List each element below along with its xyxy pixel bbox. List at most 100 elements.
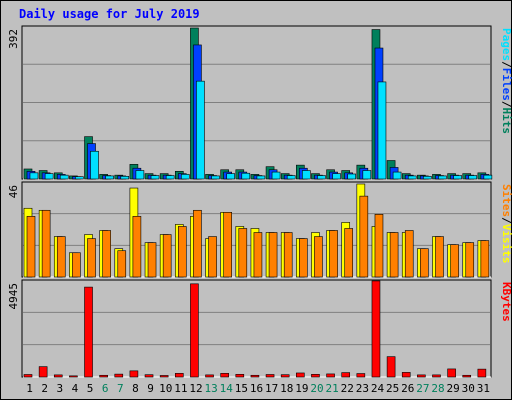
- bar-kbytes-day-29: [447, 368, 456, 378]
- x-label-day-8: 8: [132, 382, 139, 395]
- x-label-day-11: 11: [174, 382, 187, 395]
- x-label-day-3: 3: [57, 382, 64, 395]
- x-label-day-20: 20: [310, 382, 323, 395]
- bar-kbytes-day-11: [174, 373, 184, 378]
- bar-sites-day-21: [329, 230, 338, 278]
- bar-pages-day-20: [317, 175, 326, 180]
- bar-pages-day-4: [75, 176, 84, 180]
- bar-kbytes-day-3: [53, 374, 63, 378]
- bar-kbytes-day-6: [99, 374, 108, 378]
- bar-kbytes-day-15: [235, 374, 245, 378]
- bar-sites-day-24: [374, 214, 384, 278]
- bar-kbytes-day-9: [144, 374, 154, 378]
- legend-pages: Pages: [500, 28, 512, 61]
- bar-kbytes-day-26: [401, 372, 411, 378]
- x-label-day-15: 15: [235, 382, 248, 395]
- bar-pages-day-11: [180, 174, 190, 180]
- bar-sites-day-4: [72, 252, 81, 278]
- x-label-day-23: 23: [356, 382, 369, 395]
- bar-kbytes-day-16: [250, 374, 260, 378]
- legend-separator: /: [500, 61, 512, 68]
- bar-pages-day-26: [407, 175, 417, 180]
- x-label-day-18: 18: [280, 382, 293, 395]
- bar-sites-day-7: [117, 250, 127, 278]
- x-label-day-17: 17: [265, 382, 278, 395]
- chart-title: Daily usage for July 2019: [19, 7, 200, 21]
- bar-pages-day-6: [105, 175, 114, 180]
- bar-kbytes-day-10: [159, 375, 169, 378]
- legend-1: Pages/Files/Hits: [500, 28, 512, 134]
- x-label-day-1: 1: [26, 382, 33, 395]
- bar-sites-day-9: [147, 242, 157, 278]
- bar-kbytes-day-24: [371, 280, 381, 378]
- bar-pages-day-8: [135, 170, 145, 180]
- bar-pages-day-5: [90, 150, 99, 180]
- bar-sites-day-31: [480, 240, 490, 278]
- legend-sites: Sites: [500, 184, 512, 217]
- bar-sites-day-30: [465, 242, 475, 278]
- bar-pages-day-25: [392, 171, 402, 180]
- bar-kbytes-day-25: [386, 356, 396, 378]
- x-label-day-25: 25: [386, 382, 399, 395]
- bar-pages-day-14: [226, 173, 235, 180]
- bar-pages-day-28: [438, 175, 447, 180]
- x-label-day-22: 22: [341, 382, 354, 395]
- bar-kbytes-day-13: [205, 374, 214, 378]
- legend-visits: Visits: [500, 224, 512, 264]
- bar-sites-day-20: [314, 236, 323, 278]
- bar-pages-day-7: [120, 176, 130, 180]
- bar-kbytes-day-14: [220, 373, 229, 378]
- bar-pages-day-15: [241, 172, 251, 180]
- bar-sites-day-23: [359, 195, 369, 278]
- x-label-day-16: 16: [250, 382, 263, 395]
- bar-sites-day-3: [56, 236, 66, 278]
- x-label-day-21: 21: [326, 382, 339, 395]
- bar-kbytes-day-17: [265, 374, 275, 378]
- x-label-day-7: 7: [117, 382, 124, 395]
- bar-sites-day-6: [102, 230, 111, 278]
- y-max-label: 4945: [7, 283, 20, 310]
- x-label-day-31: 31: [477, 382, 490, 395]
- bar-kbytes-day-30: [462, 374, 472, 378]
- bar-sites-day-5: [87, 238, 96, 278]
- x-label-day-2: 2: [41, 382, 48, 395]
- bar-sites-day-27: [420, 248, 429, 278]
- y-max-label: 392: [7, 29, 20, 49]
- bar-sites-day-12: [193, 209, 202, 278]
- bar-sites-day-2: [41, 209, 51, 278]
- y-max-label: 46: [7, 185, 20, 198]
- legend-text: KBytes: [500, 282, 512, 322]
- x-label-day-24: 24: [371, 382, 385, 395]
- x-label-day-4: 4: [72, 382, 79, 395]
- bar-sites-day-19: [299, 238, 308, 278]
- bar-pages-day-22: [347, 173, 357, 180]
- bar-pages-day-29: [453, 175, 462, 180]
- bar-pages-day-2: [44, 173, 54, 180]
- bar-kbytes-day-12: [190, 283, 199, 378]
- legend-separator: /: [500, 217, 512, 224]
- bar-kbytes-day-7: [114, 373, 124, 378]
- x-label-day-26: 26: [401, 382, 414, 395]
- bar-pages-day-16: [256, 175, 266, 180]
- bar-sites-day-26: [404, 230, 414, 278]
- bar-pages-day-30: [468, 175, 478, 180]
- bar-pages-day-27: [423, 176, 432, 180]
- bar-kbytes-day-19: [296, 372, 305, 378]
- bar-kbytes-day-20: [311, 374, 320, 378]
- bar-sites-day-22: [344, 228, 354, 278]
- x-label-day-29: 29: [447, 382, 460, 395]
- x-label-day-10: 10: [159, 382, 172, 395]
- bar-kbytes-day-27: [417, 374, 426, 378]
- bar-sites-day-17: [268, 232, 278, 278]
- bar-pages-day-23: [362, 170, 372, 180]
- bar-pages-day-31: [483, 174, 493, 180]
- bar-kbytes-day-4: [69, 375, 78, 378]
- bar-kbytes-day-22: [341, 372, 351, 378]
- x-label-day-13: 13: [204, 382, 217, 395]
- legend-kbytes: KBytes: [500, 282, 512, 322]
- legend-3: KBytes: [500, 282, 512, 322]
- x-label-day-5: 5: [87, 382, 94, 395]
- bar-kbytes-day-21: [326, 373, 335, 378]
- plot-area-3: [21, 279, 492, 378]
- x-label-day-6: 6: [102, 382, 109, 395]
